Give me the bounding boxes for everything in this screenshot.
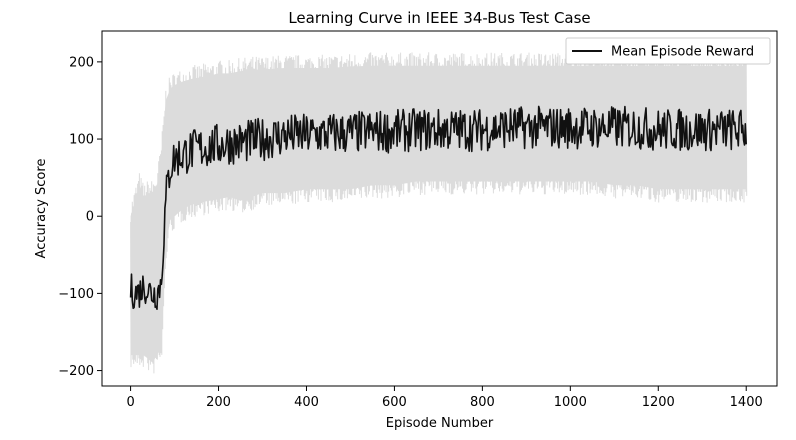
x-tick-label: 1200 bbox=[642, 395, 675, 410]
x-tick-label: 1000 bbox=[554, 395, 587, 410]
y-tick-label: 0 bbox=[86, 210, 94, 225]
y-tick-label: −200 bbox=[58, 364, 94, 379]
y-tick-label: 200 bbox=[69, 55, 94, 70]
y-axis-title: Accuracy Score bbox=[34, 159, 49, 259]
x-tick-label: 1400 bbox=[730, 395, 763, 410]
mean-reward-line-layer bbox=[129, 105, 747, 311]
chart-title: Learning Curve in IEEE 34-Bus Test Case bbox=[288, 9, 590, 27]
x-tick-label: 800 bbox=[470, 395, 495, 410]
y-tick-label: 100 bbox=[69, 133, 94, 148]
legend-label-mean-episode-reward: Mean Episode Reward bbox=[611, 45, 754, 60]
legend-box bbox=[565, 37, 771, 65]
mean-episode-reward-line bbox=[129, 105, 747, 311]
x-axis-title: Episode Number bbox=[386, 416, 494, 431]
y-axis-ticks: −200 −100 0 100 200 bbox=[58, 55, 102, 379]
chart-legend: Mean Episode Reward bbox=[565, 37, 771, 65]
x-tick-label: 400 bbox=[294, 395, 319, 410]
reward-band-spikes bbox=[130, 52, 748, 374]
x-axis-ticks: 0 200 400 600 800 1000 1200 1400 bbox=[126, 386, 763, 410]
plot-frame bbox=[101, 30, 778, 387]
x-tick-label: 0 bbox=[126, 395, 134, 410]
x-tick-label: 600 bbox=[382, 395, 407, 410]
reward-noise-layer bbox=[130, 52, 748, 374]
x-tick-label: 200 bbox=[206, 395, 231, 410]
y-tick-label: −100 bbox=[58, 287, 94, 302]
